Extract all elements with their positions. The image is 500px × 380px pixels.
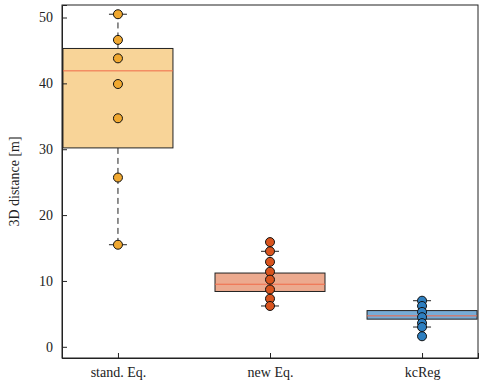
y-tick-mark [62, 281, 67, 282]
x-tick: stand. Eq. [91, 353, 147, 380]
y-axis-title: 3D distance [m] [7, 136, 22, 226]
point [113, 54, 122, 63]
y-tick-label: 10 [39, 274, 53, 289]
box [63, 48, 173, 147]
y-tick: 40 [39, 76, 67, 91]
x-tick-mark [270, 353, 271, 358]
point [266, 301, 275, 310]
y-tick-label: 30 [39, 142, 53, 157]
y-tick: 0 [46, 340, 67, 355]
x-tick-mark [118, 353, 119, 358]
x-axis-line [63, 353, 479, 359]
point [266, 247, 275, 256]
y-tick: 10 [39, 274, 67, 289]
point [113, 35, 122, 44]
x-tick: new Eq. [248, 353, 294, 380]
point [113, 114, 122, 123]
y-tick: 20 [39, 208, 67, 223]
y-tick-label: 0 [46, 340, 53, 355]
y-axis: 0 10 20 30 40 50 [39, 6, 67, 359]
x-tick-label: new Eq. [248, 365, 294, 380]
point [266, 238, 275, 247]
point [113, 173, 122, 182]
plot-area [63, 10, 477, 341]
y-tick-label: 50 [39, 10, 53, 25]
median [63, 70, 173, 71]
point [266, 257, 275, 266]
box-group [63, 10, 173, 250]
y-tick: 50 [39, 10, 67, 25]
y-tick-mark [62, 18, 67, 19]
chart: 0 10 20 30 40 50 stand. Eq. new Eq. kcReg 3D dist… [0, 0, 500, 380]
y-tick-mark [62, 215, 67, 216]
point [418, 323, 427, 332]
point [266, 285, 275, 294]
y-tick: 30 [39, 142, 67, 157]
box-group [367, 296, 477, 341]
point [418, 332, 427, 341]
y-tick-label: 20 [39, 208, 53, 223]
point [113, 80, 122, 89]
frame [62, 5, 478, 358]
x-axis: stand. Eq. new Eq. kcReg [63, 353, 479, 380]
x-tick: kcReg [405, 353, 441, 380]
y-axis-line [63, 6, 68, 359]
y-tick-mark [62, 83, 67, 84]
point [113, 10, 122, 19]
y-tick-mark [62, 347, 67, 348]
point [266, 275, 275, 284]
point [113, 240, 122, 249]
whisker-lower [117, 148, 118, 245]
x-tick-label: kcReg [405, 365, 441, 380]
x-tick-label: stand. Eq. [91, 365, 147, 380]
box-group [215, 238, 325, 311]
y-tick-label: 40 [39, 76, 53, 91]
y-tick-mark [62, 149, 67, 150]
x-tick-mark [422, 353, 423, 358]
